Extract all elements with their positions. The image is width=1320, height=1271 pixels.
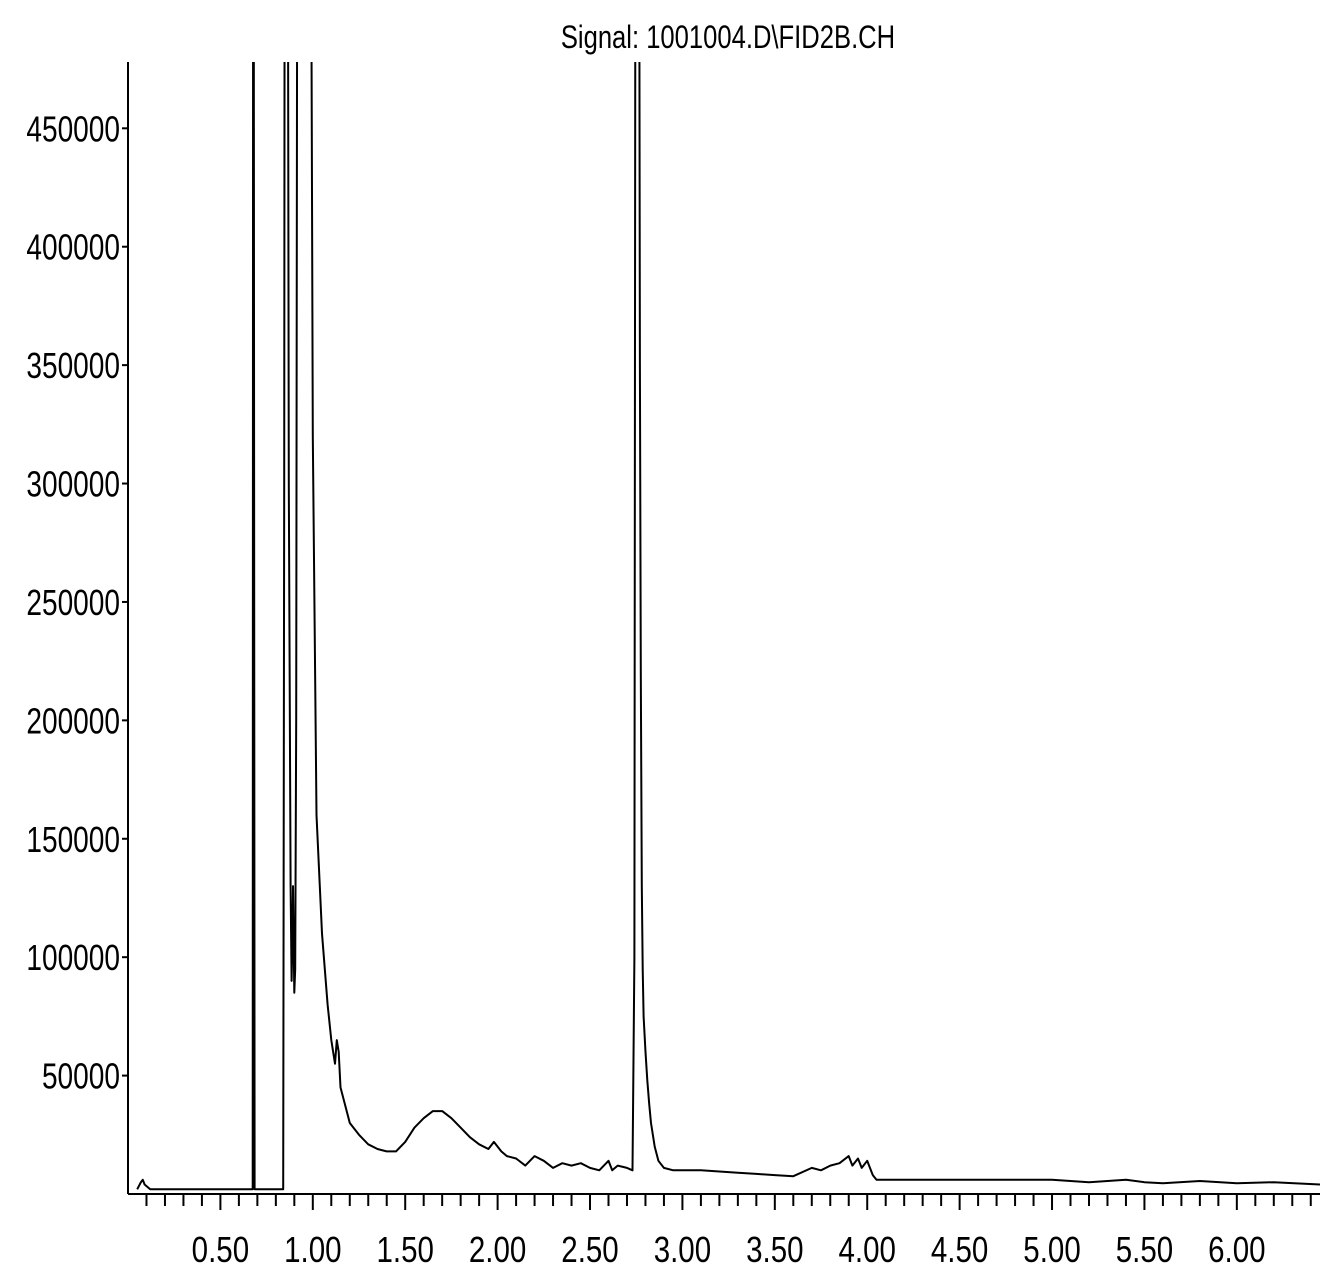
y-tick-label: 400000 bbox=[26, 227, 120, 267]
x-tick-label: 2.50 bbox=[561, 1229, 618, 1269]
y-tick-label: 100000 bbox=[26, 938, 120, 978]
y-tick-label: 350000 bbox=[26, 346, 120, 386]
x-tick-label: 1.00 bbox=[284, 1229, 341, 1269]
y-tick-label: 300000 bbox=[26, 464, 120, 504]
x-tick-label: 5.00 bbox=[1023, 1229, 1080, 1269]
x-axis-ticks: 0.50 1.00 1.50 2.00 2.50 3.00 3.50 4.00 4.50 5.00… bbox=[192, 1229, 1266, 1269]
y-tick-label: 200000 bbox=[26, 701, 120, 741]
y-axis-ticks: 50000 100000 150000 200000 250000 300000 35000… bbox=[26, 109, 128, 1096]
x-axis-minor-ticks bbox=[145, 1194, 1312, 1210]
x-tick-label: 6.00 bbox=[1208, 1229, 1265, 1269]
y-tick-label: 450000 bbox=[26, 109, 120, 149]
x-tick-label: 1.50 bbox=[376, 1229, 433, 1269]
x-tick-label: 3.00 bbox=[654, 1229, 711, 1269]
x-tick-label: 2.00 bbox=[469, 1229, 526, 1269]
y-tick-label: 150000 bbox=[26, 819, 120, 859]
signal-trace bbox=[136, 62, 1320, 1191]
x-tick-label: 4.50 bbox=[931, 1229, 988, 1269]
y-tick-label: 50000 bbox=[42, 1056, 120, 1096]
x-tick-label: 4.00 bbox=[839, 1229, 896, 1269]
x-tick-label: 5.50 bbox=[1116, 1229, 1173, 1269]
y-tick-label: 250000 bbox=[26, 583, 120, 623]
chart-title: Signal: 1001004.D\FID2B.CH bbox=[561, 20, 895, 55]
x-tick-label: 3.50 bbox=[746, 1229, 803, 1269]
x-tick-label: 0.50 bbox=[192, 1229, 249, 1269]
